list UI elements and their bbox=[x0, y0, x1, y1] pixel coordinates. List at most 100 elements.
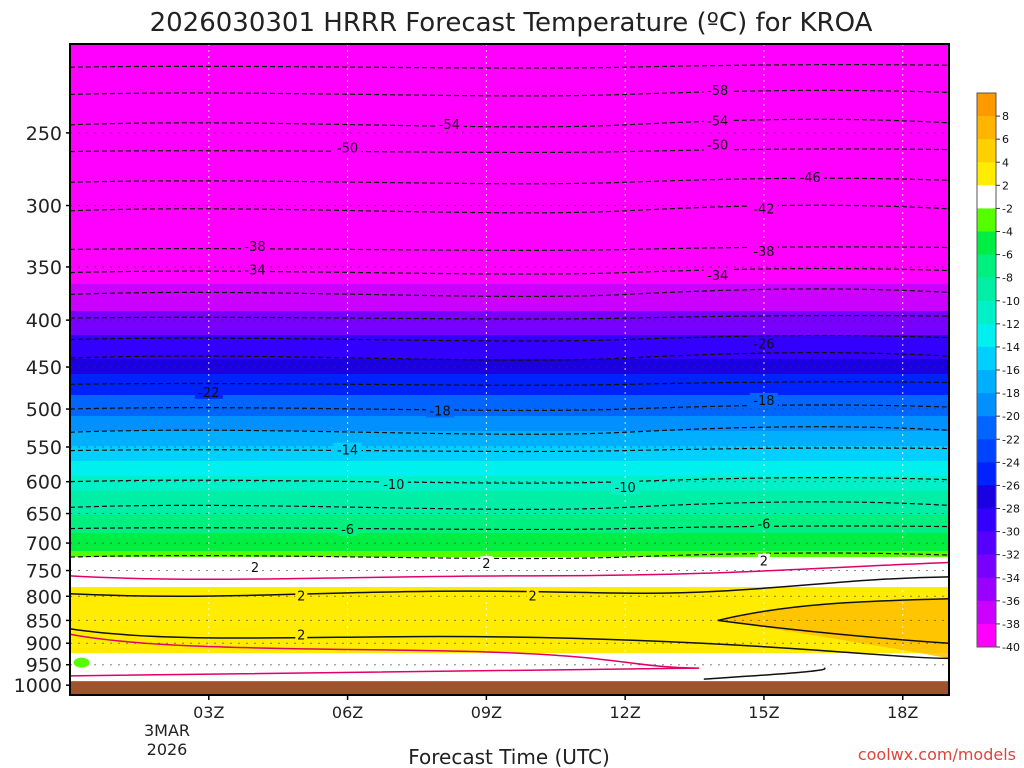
x-tick-label: 06Z bbox=[332, 703, 363, 722]
temperature-band bbox=[70, 455, 949, 459]
temperature-band bbox=[70, 323, 949, 327]
temperature-band bbox=[70, 488, 949, 492]
dashed-contour bbox=[69, 64, 950, 69]
contour-label: -50 bbox=[707, 138, 728, 153]
plot-frame bbox=[69, 43, 950, 696]
temperature-band bbox=[70, 569, 949, 573]
temperature-band bbox=[70, 452, 949, 456]
temperature-band bbox=[70, 104, 949, 108]
temperature-band bbox=[70, 263, 949, 267]
colorbar-tick-label: -28 bbox=[1002, 503, 1020, 516]
colorbar-segment bbox=[977, 139, 996, 163]
colorbar-segment bbox=[977, 508, 996, 532]
colorbar-tick-label: -26 bbox=[1002, 479, 1020, 492]
temperature-band bbox=[70, 275, 949, 279]
solid-contour bbox=[717, 598, 950, 644]
temperature-band bbox=[70, 464, 949, 468]
freezing-contour bbox=[69, 633, 700, 677]
contour-label-bg bbox=[435, 116, 464, 131]
dashed-contour bbox=[69, 148, 950, 154]
temperature-band bbox=[70, 296, 949, 300]
dashed-contour bbox=[69, 314, 950, 320]
contour-label-bg bbox=[295, 588, 308, 603]
y-tick-label: 250 bbox=[26, 123, 62, 145]
temperature-band bbox=[70, 341, 949, 345]
temperature-band bbox=[70, 593, 949, 597]
colorbar-segment bbox=[977, 554, 996, 579]
temperature-band bbox=[70, 170, 949, 174]
chart-title: 2026030301 HRRR Forecast Temperature (ºC… bbox=[150, 8, 873, 38]
temperature-band bbox=[70, 173, 949, 177]
temperature-band bbox=[70, 446, 949, 450]
temperature-band bbox=[70, 281, 949, 285]
dashed-contour bbox=[69, 501, 950, 510]
contour-label-bg bbox=[295, 627, 308, 642]
temperature-band bbox=[70, 566, 949, 570]
temperature-band bbox=[70, 509, 949, 513]
x-date-line-1: 3MAR bbox=[144, 721, 190, 740]
temperature-band bbox=[70, 527, 949, 531]
temperature-band bbox=[70, 143, 949, 147]
colorbar-tick-label: -24 bbox=[1002, 456, 1020, 469]
temperature-band bbox=[70, 335, 949, 339]
temperature-band bbox=[70, 107, 949, 111]
temperature-band bbox=[70, 131, 949, 135]
colorbar-tick-label: -14 bbox=[1002, 341, 1020, 354]
contour-label: 2 bbox=[297, 629, 305, 644]
contour-label: -18 bbox=[753, 394, 774, 409]
colorbar-segment bbox=[977, 439, 996, 463]
temperature-band bbox=[70, 431, 949, 435]
temperature-band bbox=[70, 491, 949, 495]
temperature-band bbox=[70, 347, 949, 351]
dashed-contour bbox=[69, 246, 950, 251]
y-tick-label: 950 bbox=[26, 655, 62, 677]
contour-label: -34 bbox=[244, 263, 265, 278]
colorbar-segment bbox=[977, 254, 996, 278]
temperature-band bbox=[70, 119, 949, 123]
temperature-band bbox=[70, 98, 949, 102]
temperature-band bbox=[70, 572, 949, 576]
temperature-band bbox=[70, 650, 949, 654]
contour-label: -54 bbox=[707, 115, 728, 130]
temperature-band bbox=[70, 494, 949, 498]
temperature-band bbox=[70, 563, 949, 567]
contour-label: 2 bbox=[482, 557, 490, 572]
temperature-band bbox=[70, 356, 949, 360]
temperature-band bbox=[70, 278, 949, 282]
temperature-band bbox=[70, 662, 949, 666]
temperature-band bbox=[70, 641, 949, 645]
contour-label-bg bbox=[333, 140, 362, 155]
temperature-band bbox=[70, 467, 949, 471]
temperature-band bbox=[70, 362, 949, 366]
temperature-band bbox=[70, 149, 949, 153]
temperature-band bbox=[70, 512, 949, 516]
y-tick-label: 850 bbox=[26, 610, 62, 632]
contour-label-bg bbox=[703, 137, 732, 152]
colorbar: 8 6 4 2 -2 -4 -6 -8 -10 -12 -14 -16 -18 -20 -22 -24 -26 -… bbox=[976, 92, 1020, 654]
x-axis-label: Forecast Time (UTC) bbox=[408, 745, 610, 768]
colorbar-segment bbox=[977, 277, 996, 302]
colorbar-tick-label: -6 bbox=[1002, 249, 1013, 262]
temperature-band bbox=[70, 551, 949, 555]
y-axis: 2503003504004505005506006507007508008509… bbox=[14, 123, 70, 697]
dashed-contour bbox=[69, 552, 950, 560]
temperature-band bbox=[70, 227, 949, 231]
temperature-band bbox=[70, 380, 949, 384]
dashed-contour bbox=[69, 381, 950, 386]
temperature-band bbox=[70, 626, 949, 630]
colorbar-tick-label: 8 bbox=[1002, 110, 1009, 123]
temperature-band bbox=[70, 92, 949, 96]
temperature-band bbox=[70, 560, 949, 564]
temperature-band bbox=[70, 611, 949, 615]
colorbar-segment bbox=[977, 370, 996, 394]
colorbar-tick-label: -2 bbox=[1002, 202, 1013, 215]
temperature-band bbox=[70, 266, 949, 270]
contour-label-bg bbox=[703, 113, 732, 128]
colorbar-tick-label: -22 bbox=[1002, 433, 1020, 446]
temperature-band bbox=[70, 221, 949, 225]
temperature-band bbox=[70, 89, 949, 93]
temperature-band bbox=[70, 62, 949, 66]
x-axis: 03Z 06Z 09Z 12Z 15Z 18Z bbox=[193, 695, 918, 722]
colorbar-tick-label: -30 bbox=[1002, 526, 1020, 539]
dashed-contour bbox=[69, 177, 950, 185]
